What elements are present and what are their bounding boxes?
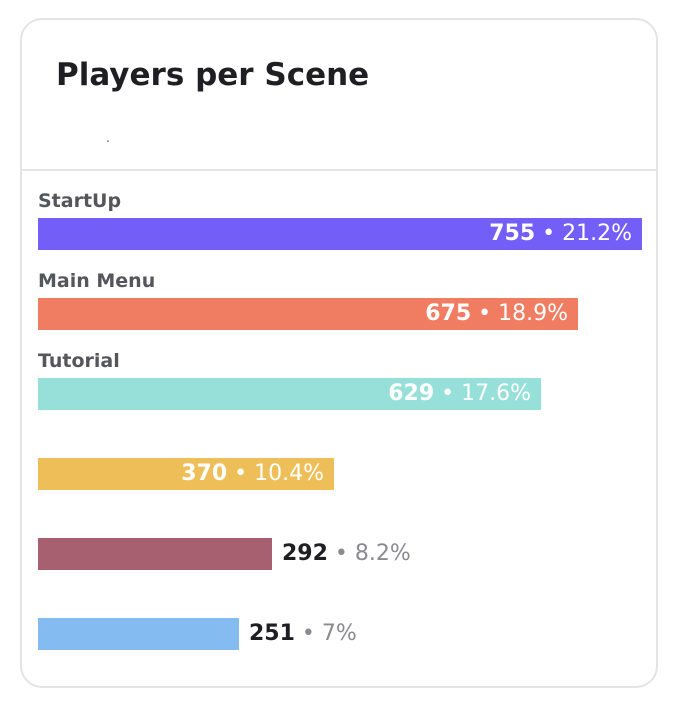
bar[interactable]: [38, 218, 642, 250]
category-label: StartUp: [38, 190, 122, 212]
bar[interactable]: [38, 618, 239, 650]
bar[interactable]: [38, 378, 541, 410]
percent-label: 8.2%: [354, 541, 411, 566]
bar[interactable]: [38, 458, 334, 490]
value-label: 251: [249, 621, 295, 646]
chart-card: Players per Scene . StartUp 755 • 21.2% Ma…: [20, 18, 658, 688]
category-label: Tutorial: [38, 350, 120, 372]
value-label: 370: [181, 461, 228, 486]
percent-label: 10.4%: [254, 461, 324, 486]
value-label: 292: [282, 541, 328, 566]
data-label: 251 • 7%: [249, 618, 357, 650]
data-label: 755 • 21.2%: [38, 218, 632, 250]
value-label: 755: [489, 221, 536, 246]
percent-label: 17.6%: [461, 381, 531, 406]
header-divider: [22, 169, 656, 171]
separator-dot: •: [471, 301, 499, 326]
category-label: Main Menu: [38, 270, 156, 292]
bar[interactable]: [38, 298, 578, 330]
separator-dot: •: [294, 621, 322, 646]
chart-title: Players per Scene: [56, 57, 370, 93]
bar-chart: StartUp 755 • 21.2% Main Menu 675 • 18.9% Tu…: [22, 20, 656, 686]
chart-subtitle: .: [106, 131, 110, 145]
separator-dot: •: [434, 381, 462, 406]
separator-dot: •: [327, 541, 355, 566]
percent-label: 18.9%: [498, 301, 568, 326]
data-label: 370 • 10.4%: [38, 458, 324, 490]
separator-dot: •: [227, 461, 255, 486]
percent-label: 21.2%: [562, 221, 632, 246]
value-label: 629: [388, 381, 435, 406]
data-label: 629 • 17.6%: [38, 378, 531, 410]
separator-dot: •: [535, 221, 563, 246]
bar[interactable]: [38, 538, 272, 570]
value-label: 675: [425, 301, 472, 326]
data-label: 292 • 8.2%: [282, 538, 411, 570]
data-label: 675 • 18.9%: [38, 298, 568, 330]
percent-label: 7%: [321, 621, 357, 646]
